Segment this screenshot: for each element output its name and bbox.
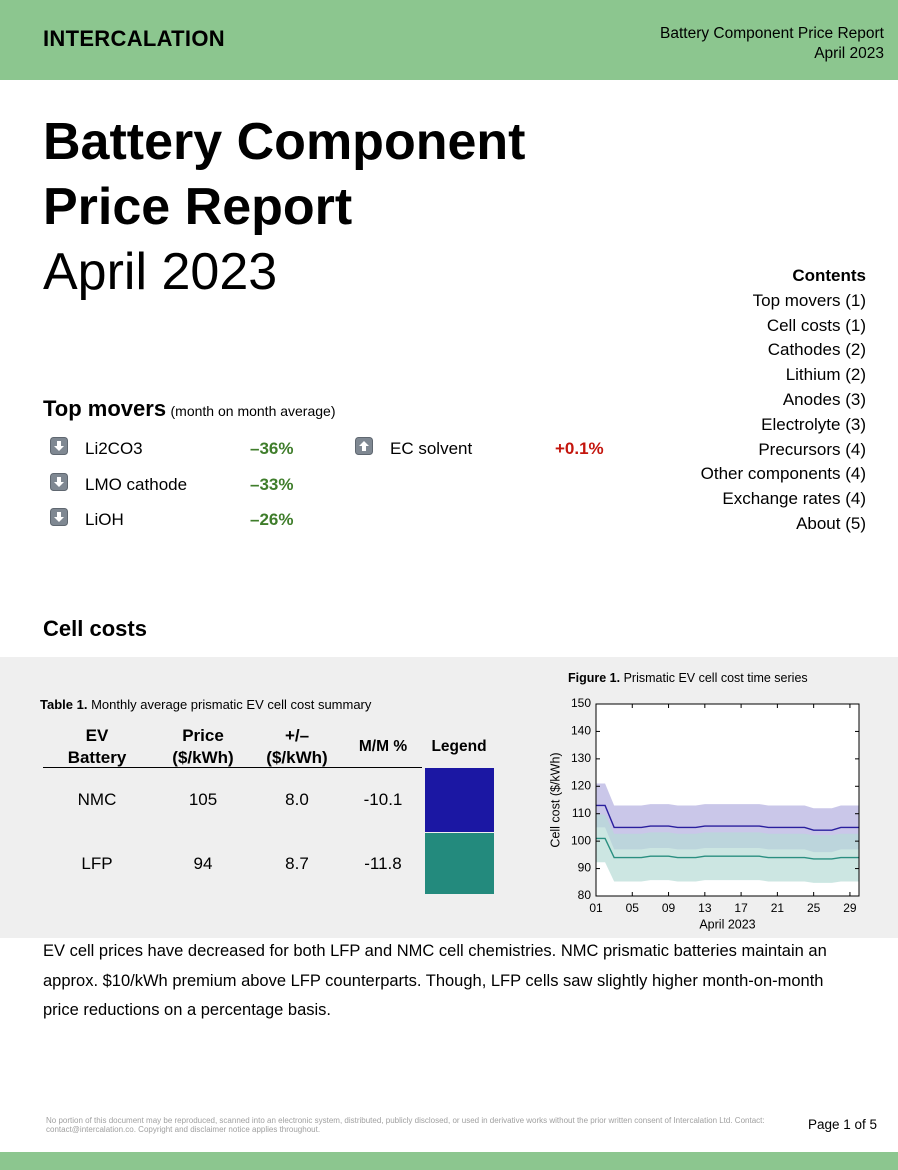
paragraph: EV cell prices have decreased for both L… [43, 942, 827, 1019]
arrow-icon [50, 437, 68, 455]
contents: Contents Top movers (1) Cell costs (1) Cat… [701, 264, 866, 537]
table-cell: 8.7 [285, 853, 309, 873]
table-label: Table 1. [40, 697, 88, 712]
contents-item: Precursors (4) [758, 439, 866, 459]
arrow-icon [50, 472, 68, 491]
x-tick-label: 25 [807, 901, 821, 915]
heading: Top movers [43, 396, 167, 421]
error-band [596, 814, 859, 883]
mover-change: –36% [250, 439, 294, 458]
contents-item: About (5) [796, 513, 866, 533]
table-cell: 94 [193, 853, 213, 873]
contents-item: Electrolyte (3) [761, 414, 866, 434]
contents-item: Cell costs (1) [766, 315, 866, 335]
icon-arrow [359, 441, 369, 451]
column-header: EV Battery [67, 726, 127, 767]
report-title: Battery Component Price Report [660, 25, 884, 42]
arrow-icon [355, 437, 373, 455]
contents-item: Exchange rates (4) [722, 489, 866, 509]
report-date: April 2023 [814, 45, 884, 62]
section-heading: Cell costs [43, 616, 147, 641]
title-line: Price Report [43, 178, 353, 236]
mover-icon [50, 508, 68, 531]
x-tick-label: 17 [734, 901, 748, 915]
note: (month on month average) [170, 403, 336, 419]
table-cell: -10.1 [363, 790, 403, 809]
title-block: Battery Component Price Report April 202… [43, 110, 525, 305]
mover-icon [355, 437, 373, 460]
column-header: Price ($/kWh) [172, 726, 234, 767]
y-tick-label: 110 [572, 806, 591, 820]
x-tick-label: 01 [589, 901, 603, 915]
x-tick-label: 13 [698, 901, 712, 915]
title-date: April 2023 [43, 243, 278, 301]
header-band [0, 0, 898, 80]
contents-item: Lithium (2) [785, 365, 866, 385]
y-tick-label: 130 [571, 751, 591, 765]
x-tick-label: 21 [771, 901, 785, 915]
arrow-icon [50, 508, 68, 526]
table-cell: NMC [77, 790, 117, 809]
y-tick-label: 140 [571, 724, 591, 738]
icon-arrow [54, 512, 64, 522]
column-header: Legend [431, 738, 487, 755]
contents-heading: Contents [792, 266, 866, 285]
y-tick-label: 150 [571, 696, 591, 710]
header-info: Battery Component Price Report April 202… [660, 24, 884, 64]
icon-arrow [54, 476, 64, 487]
mover-name: LiOH [85, 510, 124, 529]
column-header: M/M % [358, 738, 408, 755]
figure-title: Prismatic EV cell cost time series [624, 671, 808, 685]
contents-item: Other components (4) [700, 464, 866, 484]
brand: INTERCALATION [43, 26, 225, 51]
y-axis-label: Cell cost ($/kWh) [548, 752, 562, 847]
figure-caption: Figure 1. Prismatic EV cell cost time se… [568, 671, 808, 685]
mover-icon [50, 437, 68, 460]
plot-frame [595, 703, 860, 897]
contents-item: Top movers (1) [752, 290, 866, 310]
table-cell: LFP [81, 853, 113, 873]
table-cell: -11.8 [364, 853, 402, 873]
top-movers-heading: Top movers (month on month average) [43, 396, 336, 422]
x-tick-label: 09 [662, 901, 676, 915]
disclaimer: No portion of this document may be repro… [46, 1116, 765, 1134]
mover-change: +0.1% [555, 439, 604, 458]
title-line: Battery Component [43, 113, 526, 171]
x-axis-label: April 2023 [699, 917, 755, 931]
y-tick-label: 120 [571, 778, 591, 792]
icon-arrow [54, 441, 64, 451]
mover-icon [50, 472, 68, 496]
mover-name: EC solvent [390, 439, 473, 458]
y-tick-label: 100 [571, 833, 591, 847]
legend-swatch [425, 833, 494, 894]
legend-swatch [425, 768, 494, 832]
x-tick-label: 29 [843, 901, 857, 915]
table-rule [43, 767, 422, 768]
figure-label: Figure 1. [568, 671, 620, 685]
contents-item: Cathodes (2) [767, 340, 866, 360]
mover-name: Li2CO3 [85, 439, 143, 458]
table-cell: 105 [188, 790, 218, 809]
mover-change: –33% [250, 474, 294, 494]
y-tick-label: 80 [578, 888, 592, 902]
series-line [596, 804, 859, 831]
column-header: +/– ($/kWh) [266, 726, 328, 767]
footer-band [0, 1152, 898, 1170]
contents-item: Anodes (3) [782, 389, 866, 409]
mover-name: LMO cathode [85, 474, 188, 494]
mover-change: –26% [250, 510, 294, 529]
table-cell: 8.0 [285, 790, 309, 809]
series-line [596, 837, 859, 860]
caption: Monthly average prismatic EV cell cost s… [91, 697, 372, 712]
x-tick-label: 05 [626, 901, 640, 915]
page-number: Page 1 of 5 [807, 1117, 877, 1132]
table-caption: Table 1. Monthly average prismatic EV ce… [40, 697, 371, 712]
y-tick-label: 90 [578, 861, 592, 875]
